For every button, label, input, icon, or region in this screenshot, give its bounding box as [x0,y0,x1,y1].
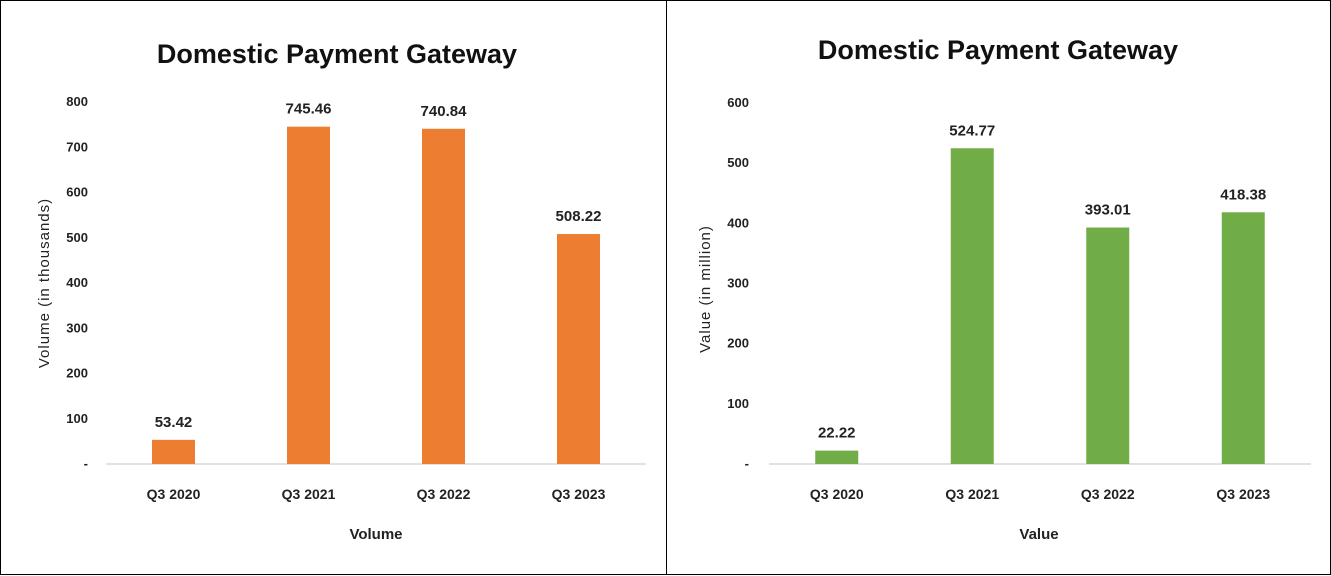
x-tick-label: Q3 2023 [552,486,606,502]
chart-panel-volume: Domestic Payment Gateway Volume (in thou… [0,0,666,575]
y-tick-label: - [84,456,88,471]
data-label: 508.22 [556,208,602,225]
y-tick-label: 200 [727,336,749,351]
x-tick-label: Q3 2023 [1216,486,1270,502]
bar [422,128,465,464]
bar [152,439,195,464]
y-tick-label: 600 [66,185,88,200]
data-label: 740.84 [421,103,468,120]
chart-title: Domestic Payment Gateway [818,35,1178,65]
data-label: 393.01 [1085,202,1131,219]
x-tick-label: Q3 2021 [282,486,336,502]
volume-bar-chart: Domestic Payment Gateway Volume (in thou… [36,39,646,543]
value-bar-chart: Domestic Payment Gateway Value (in milli… [697,35,1311,543]
data-label: 53.42 [155,414,193,431]
chart-title: Domestic Payment Gateway [157,39,517,69]
y-tick-label: 300 [66,320,88,335]
x-tick-label: Q3 2020 [810,486,864,502]
plot-area: - 100 200 300 400 500 600 22.22 Q3 2020 524.77 Q3 … [727,95,1311,502]
data-label: 418.38 [1220,186,1266,203]
y-tick-label: 600 [727,95,749,110]
data-label: 745.46 [286,101,332,118]
y-tick-label: 100 [66,411,88,426]
y-tick-label: 400 [66,275,88,290]
y-tick-label: 500 [66,230,88,245]
bar [1086,227,1130,464]
chart-panel-value: Domestic Payment Gateway Value (in milli… [666,0,1331,575]
bar [1221,212,1265,464]
bar [950,148,994,465]
bar [557,234,600,464]
y-tick-label: 500 [727,155,749,170]
bar [287,126,330,464]
x-tick-label: Q3 2021 [945,486,999,502]
x-tick-label: Q3 2022 [1081,486,1135,502]
data-label: 524.77 [949,122,995,139]
x-axis-label: Volume [349,526,402,543]
y-tick-label: 700 [66,139,88,154]
y-tick-label: 100 [727,396,749,411]
x-axis-label: Value [1019,526,1058,543]
plot-area: - 100 200 300 400 500 600 700 800 53.42 Q3 2020 745… [66,94,646,502]
bar [815,450,859,464]
y-tick-label: 300 [727,276,749,291]
x-tick-label: Q3 2020 [147,486,201,502]
data-label: 22.22 [818,425,856,442]
y-tick-label: - [745,456,749,471]
y-tick-label: 200 [66,366,88,381]
y-axis-label: Volume (in thousands) [36,198,53,368]
x-tick-label: Q3 2022 [417,486,471,502]
y-tick-label: 800 [66,94,88,109]
y-tick-label: 400 [727,215,749,230]
y-axis-label: Value (in million) [697,225,714,353]
